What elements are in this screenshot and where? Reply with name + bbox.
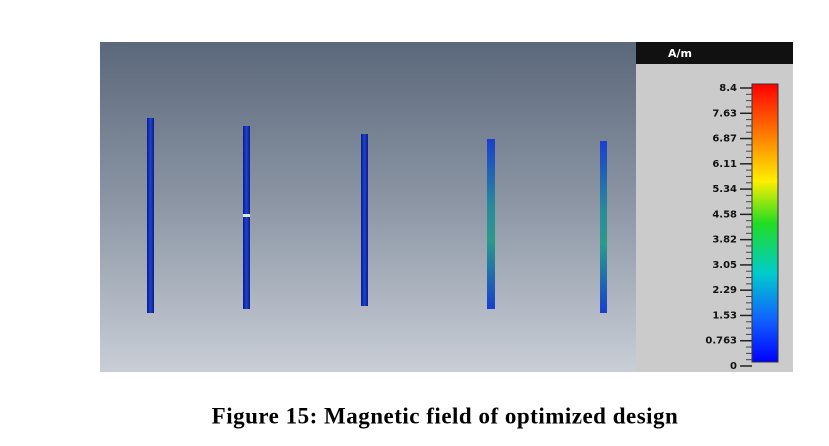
- figure: A/m 8.4 7.63 6.87 6.11 5.34 4.58 3.82 3.05 2.29 1…: [0, 0, 829, 446]
- rod: [361, 134, 368, 306]
- tick-label: 0: [730, 361, 737, 372]
- unit-label: A/m: [668, 47, 692, 60]
- color-bar: [752, 84, 778, 362]
- legend-header: [636, 42, 793, 64]
- tick-label: 8.4: [719, 83, 737, 94]
- tick-label: 0.763: [705, 336, 737, 347]
- rod: [147, 118, 154, 313]
- rod-gap: [243, 214, 250, 217]
- tick-label: 6.87: [712, 134, 737, 145]
- tick-label: 2.29: [712, 285, 737, 296]
- tick-label: 5.34: [712, 184, 737, 195]
- tick-label: 3.05: [712, 260, 737, 271]
- tick-label: 6.11: [712, 159, 737, 170]
- tick-label: 4.58: [712, 209, 737, 220]
- tick-label: 1.53: [712, 310, 737, 321]
- caption: Figure 15: Magnetic field of optimized d…: [212, 403, 679, 428]
- rod: [243, 126, 250, 309]
- rod: [487, 139, 495, 309]
- tick-label: 7.63: [712, 108, 737, 119]
- tick-label: 3.82: [712, 235, 737, 246]
- rod: [600, 141, 607, 313]
